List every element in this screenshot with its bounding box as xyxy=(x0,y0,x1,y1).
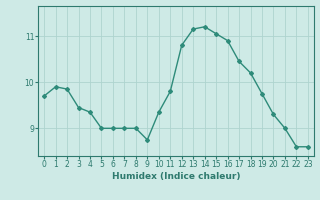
X-axis label: Humidex (Indice chaleur): Humidex (Indice chaleur) xyxy=(112,172,240,181)
